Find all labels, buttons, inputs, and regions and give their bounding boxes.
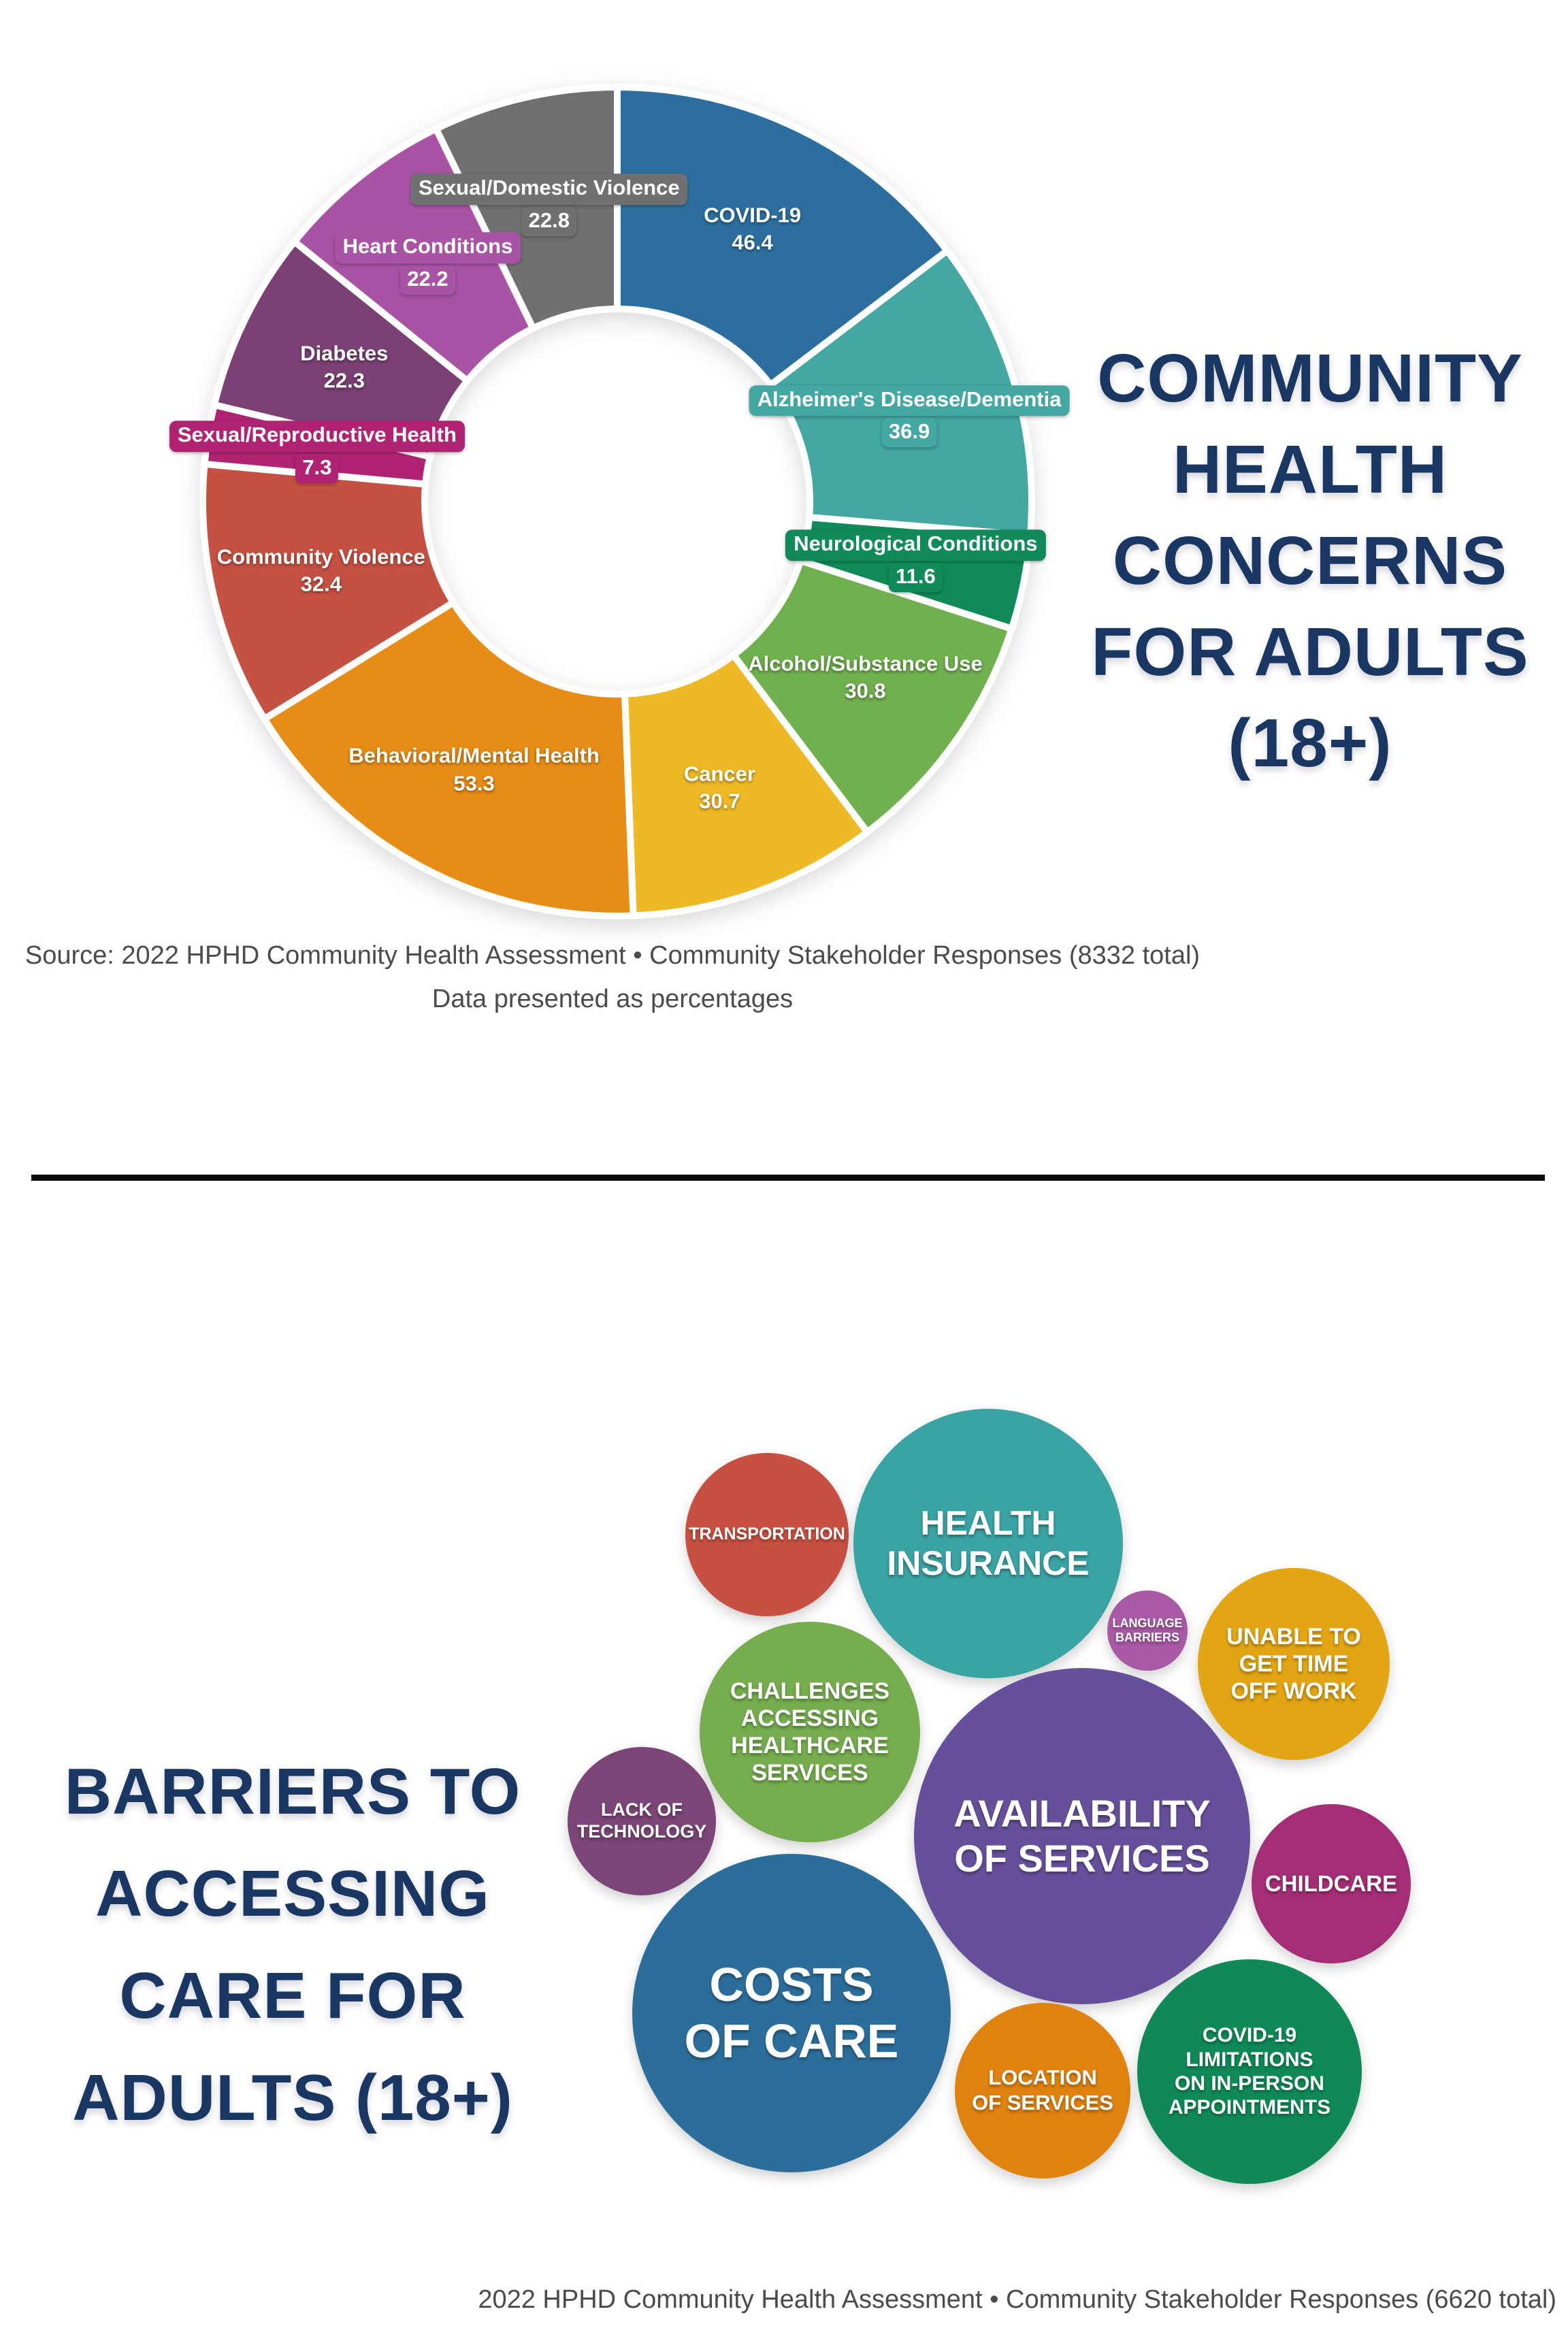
donut-label-neurological-conditions: Neurological Conditions 11.6 [785, 529, 1046, 593]
donut-label-diabetes: Diabetes 22.3 [300, 340, 388, 395]
donut-label-name: Sexual/Reproductive Health [169, 421, 465, 452]
bubble-label-line: COVID-19 [1202, 2024, 1297, 2047]
top-chart-title-line: CONCERNS [1112, 523, 1508, 599]
donut-slice-alcohol-substance-use [730, 557, 1015, 836]
bubble-label-line: LOCATION [988, 2065, 1097, 2090]
donut-label-value: 22.3 [323, 368, 365, 393]
bubble-challenges-accessing-healthcare-services: CHALLENGES ACCESSING HEALTHCARE SERVICES [700, 1622, 920, 1842]
donut-chart: COVID-19 46.4 Alzheimer's Disease/Dementia… [100, 52, 1134, 958]
bubble-label-line: ACCESSING [740, 1705, 879, 1731]
bubble-label-line: INSURANCE [887, 1544, 1090, 1582]
donut-label-value: 7.3 [295, 453, 339, 484]
donut-label-value: 30.8 [845, 679, 886, 703]
bubble-label-line: HEALTH [920, 1504, 1056, 1542]
bubble-label-line: LANGUAGE [1112, 1616, 1183, 1630]
bubble-label-line: CHALLENGES [730, 1678, 890, 1704]
donut-label-name: Alzheimer's Disease/Dementia [749, 385, 1070, 416]
bubble-childcare: CHILDCARE [1252, 1804, 1411, 1963]
donut-label-community-violence: Community Violence 32.4 [217, 544, 425, 599]
bottom-source-note: 2022 HPHD Community Health Assessment • … [478, 2285, 1556, 2314]
bubble-label-line: COSTS [709, 1958, 874, 2012]
bubble-health-insurance: HEALTH INSURANCE [853, 1409, 1123, 1678]
donut-label-sexual-domestic-violence: Sexual/Domestic Violence 22.8 [410, 174, 688, 237]
donut-label-heart-conditions: Heart Conditions 22.2 [334, 232, 521, 295]
donut-label-value: 11.6 [889, 562, 943, 593]
donut-label-alzheimer-s-disease-dementia: Alzheimer's Disease/Dementia 36.9 [749, 385, 1070, 448]
bubble-label-line: AVAILABILITY [953, 1791, 1211, 1835]
donut-label-value: 30.7 [699, 789, 740, 813]
donut-label-alcohol-substance-use: Alcohol/Substance Use 30.8 [748, 651, 983, 706]
bubble-covid-19-limitations-on-in-person-appointments: COVID-19 LIMITATIONS ON IN-PERSON APPOINTME… [1137, 1959, 1362, 2184]
donut-label-name: COVID-19 [704, 203, 802, 227]
bubble-availability-of-services: AVAILABILITY OF SERVICES [914, 1668, 1250, 2004]
bubble-label-line: SERVICES [751, 1760, 868, 1786]
donut-label-name: Alcohol/Substance Use [748, 651, 983, 676]
bubble-label-line: TECHNOLOGY [576, 1821, 707, 1842]
top-chart-title-line: HEALTH [1172, 431, 1448, 508]
donut-label-name: Behavioral/Mental Health [348, 744, 600, 768]
donut-label-covid-19: COVID-19 46.4 [704, 201, 801, 257]
donut-label-value: 46.4 [732, 230, 773, 255]
donut-slice-community-violence [199, 460, 457, 723]
bubble-label-line: ON IN-PERSON [1174, 2072, 1325, 2095]
top-chart-title-line: FOR ADULTS [1091, 614, 1529, 690]
donut-label-value: 36.9 [881, 418, 937, 448]
bottom-chart-title-line: ACCESSING [95, 1857, 490, 1930]
top-chart-title-line: (18+) [1228, 705, 1392, 781]
top-chart-title-line: COMMUNITY [1097, 340, 1523, 416]
bubble-label-line: OF CARE [684, 2014, 899, 2068]
bubble-location-of-services: LOCATION OF SERVICES [955, 2003, 1130, 2178]
donut-label-cancer: Cancer 30.7 [684, 761, 755, 816]
donut-label-name: Diabetes [300, 341, 389, 365]
top-source-line-1: Source: 2022 HPHD Community Health Asses… [24, 941, 1200, 970]
bottom-chart-title-line: BARRIERS TO [64, 1754, 521, 1828]
bubble-label-line: HEALTHCARE [731, 1733, 889, 1759]
bubble-label-line: TRANSPORTATION [689, 1524, 845, 1544]
donut-label-name: Community Violence [216, 544, 425, 569]
donut-label-name: Cancer [683, 762, 755, 786]
bubble-label-line: OF SERVICES [972, 2091, 1113, 2114]
donut-label-sexual-reproductive-health: Sexual/Reproductive Health 7.3 [169, 421, 465, 484]
bottom-chart-title: BARRIERS TO ACCESSING CARE FOR ADULTS (1… [20, 1741, 565, 2149]
bubble-label-line: OF SERVICES [954, 1837, 1210, 1880]
bubble-language-barriers: LANGUAGE BARRIERS [1107, 1590, 1188, 1671]
bubble-costs-of-care: COSTS OF CARE [632, 1854, 951, 2172]
top-chart-title: COMMUNITY HEALTH CONCERNS FOR ADULTS (18… [1045, 333, 1568, 789]
donut-label-name: Heart Conditions [334, 232, 521, 263]
bubble-label-line: BARRIERS [1115, 1631, 1179, 1644]
bubble-label-line: CHILDCARE [1264, 1870, 1398, 1896]
top-source-note: Source: 2022 HPHD Community Health Asses… [0, 934, 1225, 1021]
bubble-transportation: TRANSPORTATION [685, 1453, 849, 1616]
bubble-label-line: LACK OF [601, 1799, 683, 1820]
bubble-unable-to-get-time-off-work: UNABLE TO GET TIME OFF WORK [1198, 1568, 1390, 1760]
bubble-lack-of-technology: LACK OF TECHNOLOGY [568, 1747, 716, 1895]
section-divider [31, 1175, 1545, 1181]
bottom-chart-title-line: CARE FOR [119, 1959, 466, 2032]
donut-label-value: 32.4 [300, 572, 342, 597]
donut-label-name: Sexual/Domestic Violence [410, 174, 688, 205]
bubble-label-line: LIMITATIONS [1186, 2048, 1313, 2071]
top-source-line-2: Data presented as percentages [431, 985, 794, 1013]
donut-label-value: 53.3 [453, 771, 495, 796]
donut-label-value: 22.8 [521, 206, 576, 237]
bottom-chart-title-line: ADULTS (18+) [72, 2061, 513, 2134]
donut-label-value: 22.2 [400, 265, 455, 295]
bubble-label-line: OFF WORK [1230, 1678, 1357, 1705]
bubble-label-line: APPOINTMENTS [1168, 2096, 1331, 2119]
donut-slice-cancer [621, 651, 871, 919]
donut-label-behavioral-mental-health: Behavioral/Mental Health 53.3 [348, 742, 600, 798]
donut-slice-behavioral-mental-health [261, 599, 637, 919]
donut-label-name: Neurological Conditions [785, 529, 1046, 561]
bubble-label-line: GET TIME [1239, 1650, 1349, 1677]
bubble-label-line: UNABLE TO [1226, 1623, 1361, 1650]
